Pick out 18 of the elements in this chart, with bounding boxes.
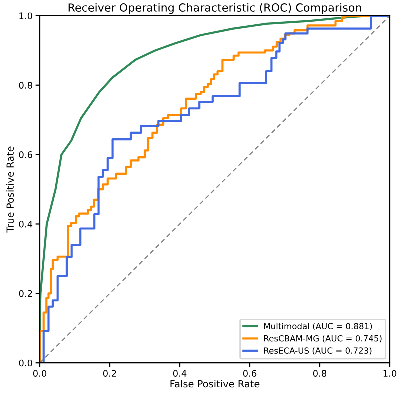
y-tick-label: 0.2 bbox=[19, 290, 32, 298]
legend-label: ResCBAM-MG (AUC = 0.745) bbox=[264, 335, 382, 343]
y-tick-label: 1.0 bbox=[20, 12, 32, 20]
x-tick-label: 0.4 bbox=[173, 370, 187, 378]
y-tick-label: 0.8 bbox=[19, 82, 32, 89]
x-axis-title: False Positive Rate bbox=[170, 380, 260, 388]
y-axis-title: True Positive Rate bbox=[6, 146, 14, 233]
legend-label: Multimodal (AUC = 0.881) bbox=[264, 323, 372, 330]
y-tick-label: 0.4 bbox=[19, 220, 33, 228]
chart-title: Receiver Operating Characteristic (ROC) Comparison bbox=[68, 3, 362, 14]
x-tick-label: 0.6 bbox=[243, 370, 257, 378]
x-tick-label: 0.0 bbox=[33, 370, 47, 378]
legend-label: ResECA-US (AUC = 0.723) bbox=[264, 348, 372, 355]
x-tick-label: 0.8 bbox=[313, 370, 327, 378]
y-tick-label: 0.6 bbox=[19, 152, 32, 158]
x-tick-label: 0.2 bbox=[103, 370, 116, 378]
y-tick-label: 0.0 bbox=[19, 360, 32, 367]
x-tick-label: 1.0 bbox=[384, 370, 397, 378]
